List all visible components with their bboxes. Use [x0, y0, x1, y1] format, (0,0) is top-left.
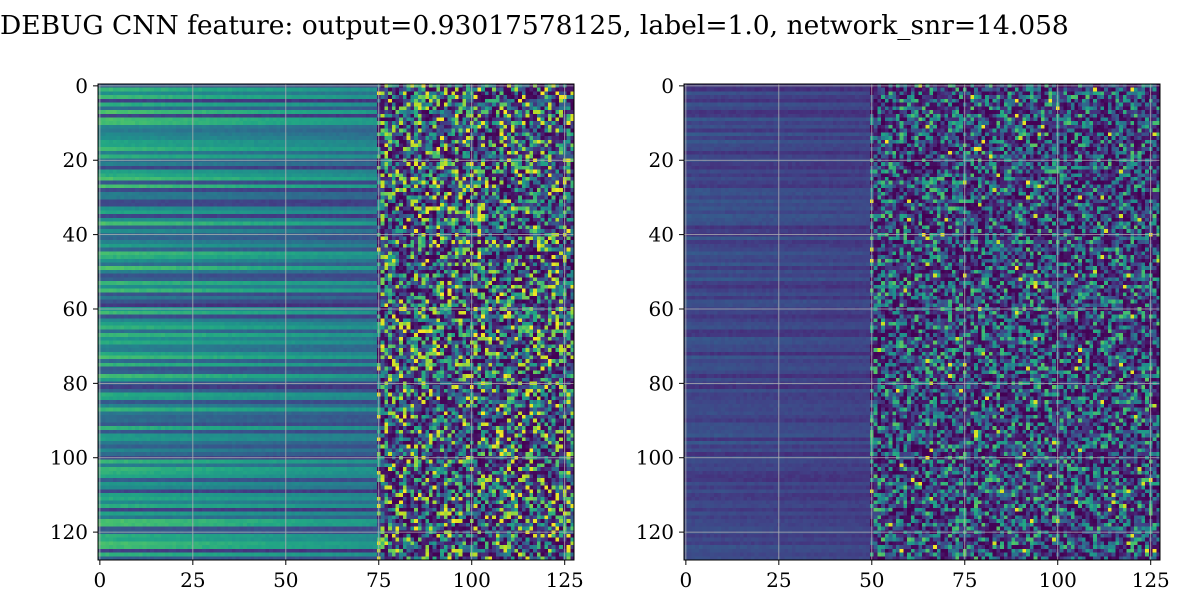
x-tick-label: 100	[1039, 568, 1077, 592]
x-tick-label: 25	[766, 568, 791, 592]
x-tick-label: 125	[1132, 568, 1170, 592]
y-tick-label: 40	[649, 223, 674, 247]
x-tick-label: 75	[952, 568, 977, 592]
x-tick-label: 25	[180, 568, 205, 592]
y-tick-label: 0	[75, 74, 88, 98]
y-tick-label: 60	[63, 297, 88, 321]
y-tick-label: 80	[63, 371, 88, 395]
y-tick-label: 100	[636, 446, 674, 470]
heatmap-image	[98, 84, 574, 560]
axes-frame	[97, 83, 575, 561]
x-tick-label: 100	[453, 568, 491, 592]
y-tick-label: 80	[649, 371, 674, 395]
heatmap-right: 0 25 50 75 100 125 0 20 40 60 80 100 120	[636, 74, 1170, 592]
heatmap-image	[684, 84, 1160, 560]
y-tick-label: 20	[649, 148, 674, 172]
x-tick-label: 75	[366, 568, 391, 592]
y-tick-label: 20	[63, 148, 88, 172]
y-tick-label: 120	[50, 520, 88, 544]
x-tick-label: 125	[546, 568, 584, 592]
x-tick-label: 50	[273, 568, 298, 592]
x-tick-label: 0	[93, 568, 106, 592]
y-tick-label: 0	[661, 74, 674, 98]
axes-frame	[683, 83, 1161, 561]
y-tick-label: 100	[50, 446, 88, 470]
y-tick-label: 60	[649, 297, 674, 321]
x-tick-label: 50	[859, 568, 884, 592]
y-tick-label: 40	[63, 223, 88, 247]
y-tick-label: 120	[636, 520, 674, 544]
x-tick-label: 0	[679, 568, 692, 592]
figure-title: DEBUG CNN feature: output=0.93017578125,…	[0, 10, 1069, 41]
heatmap-left: 0 25 50 75 100 125 0 20 40 60 80 100 120	[50, 74, 584, 592]
